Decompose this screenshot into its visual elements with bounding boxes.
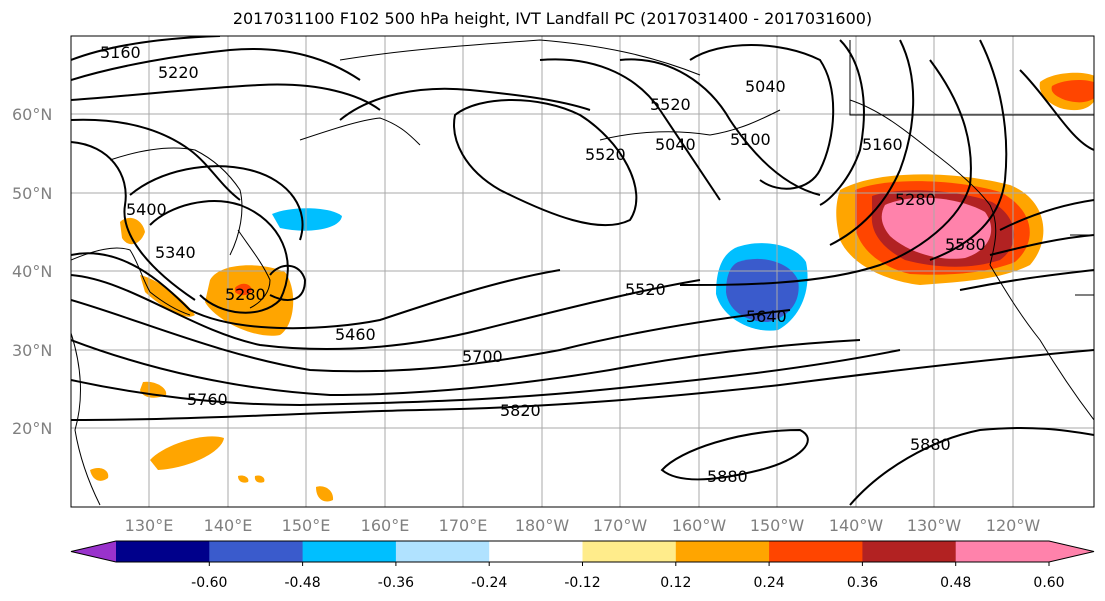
colorbar-extend-low — [71, 541, 116, 562]
contour-label: 5220 — [158, 63, 199, 82]
contour-labels: 5160 5220 5040 5520 5520 5040 5100 5160 … — [100, 43, 986, 486]
contour-label: 5520 — [585, 145, 626, 164]
lat-label: 20°N — [12, 419, 52, 438]
lon-label: 160°E — [361, 516, 410, 535]
colorbar-segment — [489, 541, 583, 562]
colorbar-tick-label: -0.48 — [284, 575, 320, 591]
lon-label: 180°W — [515, 516, 570, 535]
colorbar-tick-label: -0.12 — [564, 575, 600, 591]
contour-label: 5520 — [650, 95, 691, 114]
shade-dot2 — [254, 475, 265, 483]
lon-label: 150°E — [282, 516, 331, 535]
contour-label: 5580 — [945, 235, 986, 254]
colorbar-segment — [675, 541, 770, 562]
colorbar-tick-label: -0.24 — [471, 575, 507, 591]
contour-label: 5280 — [225, 285, 266, 304]
contour-label: 5160 — [100, 43, 141, 62]
height-contours — [71, 36, 1094, 506]
colorbar-segment — [302, 541, 397, 562]
shade-japan-orange — [205, 265, 294, 336]
lon-label: 170°W — [593, 516, 648, 535]
contour-label: 5760 — [187, 390, 228, 409]
colorbar-tick-label: 0.36 — [847, 575, 878, 591]
lat-label: 40°N — [12, 262, 52, 281]
colorbar-tick-label: 0.48 — [940, 575, 971, 591]
lon-label: 150°W — [750, 516, 805, 535]
map-title: 2017031100 F102 500 hPa height, IVT Land… — [232, 9, 873, 28]
colorbar-outline — [70, 540, 1095, 563]
colorbar-segment — [769, 541, 863, 562]
colorbar-tick-label: -0.36 — [378, 575, 414, 591]
contour-label: 5700 — [462, 347, 503, 366]
contour-label: 5640 — [746, 307, 787, 326]
longitude-labels: 130°E 140°E 150°E 160°E 170°E 180°W 170°… — [125, 516, 1041, 535]
lat-label: 50°N — [12, 184, 52, 203]
colorbar-tick-label: 0.12 — [660, 575, 691, 591]
lon-label: 130°E — [125, 516, 174, 535]
contour-label: 5160 — [862, 135, 903, 154]
lon-label: 130°W — [907, 516, 962, 535]
colorbar-tick-label: 0.24 — [754, 575, 785, 591]
lon-label: 120°W — [986, 516, 1041, 535]
latitude-labels: 60°N 50°N 40°N 30°N 20°N — [12, 105, 52, 438]
shade-coast-orange — [140, 275, 195, 317]
contour-label: 5400 — [126, 200, 167, 219]
contour-label: 5280 — [895, 190, 936, 209]
colorbar-segment — [395, 541, 490, 562]
shade-pacific-blue — [726, 258, 799, 322]
colorbar-segment — [862, 541, 957, 562]
contour-label: 5820 — [500, 401, 541, 420]
contour-label: 5460 — [335, 325, 376, 344]
shade-japan-red — [235, 283, 252, 296]
contour-label: 5880 — [707, 467, 748, 486]
contour-label: 5340 — [155, 243, 196, 262]
coastlines — [71, 39, 1094, 506]
contour-label: 5040 — [655, 135, 696, 154]
shade-kuril-cyan — [272, 208, 342, 231]
contour-label: 5880 — [910, 435, 951, 454]
colorbar-tick-label: -0.60 — [191, 575, 227, 591]
contour-label: 5100 — [730, 130, 771, 149]
shade-south-orange — [150, 436, 224, 470]
colorbar-segment — [582, 541, 677, 562]
map-body: 5160 5220 5040 5520 5520 5040 5100 5160 … — [71, 36, 1094, 507]
shade-corner-red — [1051, 80, 1094, 103]
contour-label: 5520 — [625, 280, 666, 299]
lon-label: 140°W — [829, 516, 884, 535]
colorbar-segment — [116, 541, 210, 562]
shade-dot1 — [238, 475, 249, 483]
colorbar-tick-label: 0.60 — [1033, 575, 1064, 591]
colorbar-extend-high — [1049, 541, 1094, 562]
contour-label: 5040 — [745, 77, 786, 96]
map-frame — [70, 35, 1095, 508]
lat-label: 30°N — [12, 341, 52, 360]
lon-label: 160°W — [672, 516, 727, 535]
shade-small-orange — [316, 486, 334, 502]
colorbar: -0.60 -0.48 -0.36 -0.24 -0.12 0.12 0.24 0.36 0.4… — [70, 540, 1095, 591]
shade-dot3 — [90, 467, 109, 481]
colorbar-segment — [955, 541, 1050, 562]
lon-label: 140°E — [204, 516, 253, 535]
lat-label: 60°N — [12, 105, 52, 124]
lon-label: 170°E — [439, 516, 488, 535]
colorbar-segment — [209, 541, 304, 562]
